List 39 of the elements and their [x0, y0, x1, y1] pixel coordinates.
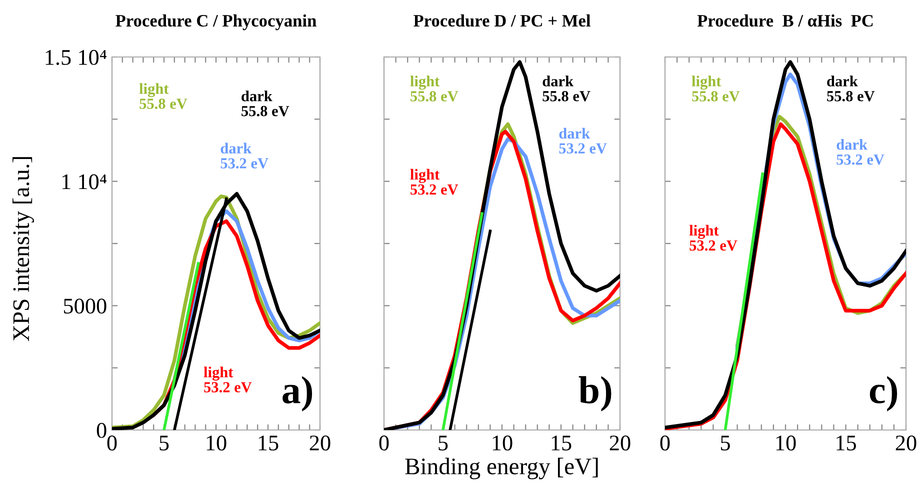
x-tick-label: 15 [258, 436, 278, 450]
chart-title: Procedure C / Phycocyanin [116, 14, 316, 30]
text: light 55.8 eV [692, 76, 740, 102]
annotation: a) [282, 376, 312, 412]
text: dark 53.2 eV [559, 128, 607, 154]
text: light 55.8 eV [139, 83, 188, 109]
text: dark 53.2 eV [220, 142, 268, 169]
y-axis-title: XPS intensity [a.u.] [12, 157, 34, 342]
annotation: b) [578, 376, 612, 412]
chart-title: Procedure B / αHis PC [697, 14, 873, 27]
x-tick-label: 5 [160, 436, 169, 450]
y-tick-label: 1.5 10⁴ [46, 50, 107, 66]
x-tick-label: 10 [776, 436, 796, 450]
chart-title: Procedure D / PC + Mel [414, 14, 590, 27]
text: dark 55.8 eV [242, 90, 290, 116]
x-tick-label: 10 [492, 436, 512, 450]
x-tick-label: 15 [836, 436, 856, 450]
x-tick-label: 0 [379, 436, 389, 450]
series-label: light 53.2 eV [410, 168, 458, 195]
x-tick-label: 0 [660, 436, 670, 450]
series-label: light 53.2 eV [204, 366, 252, 392]
x-tick-label: 10 [206, 436, 226, 450]
x-tick-label: 20 [896, 436, 916, 450]
y-tick-label: 0 [96, 422, 106, 438]
x-tick-label: 0 [107, 436, 117, 450]
series-label: light 53.2 eV [689, 224, 738, 251]
series-label: dark 53.2 eV [836, 139, 884, 165]
series-label: dark 55.8 eV [542, 76, 590, 102]
x-tick-label: 5 [438, 436, 448, 450]
x-tick-label: 5 [720, 436, 730, 450]
x-tick-label: 15 [552, 436, 572, 450]
annotation: c) [870, 376, 898, 412]
x-axis-title: Binding energy [eV] [405, 458, 598, 480]
y-tick-label: 1 10⁴ [62, 174, 107, 190]
text: light 55.8 eV [410, 76, 458, 102]
y-tick-label: 5000 [64, 298, 106, 314]
x-tick-label: 20 [310, 436, 330, 450]
series-label: dark 55.8 eV [827, 76, 875, 102]
x-tick-label: 20 [610, 436, 630, 450]
